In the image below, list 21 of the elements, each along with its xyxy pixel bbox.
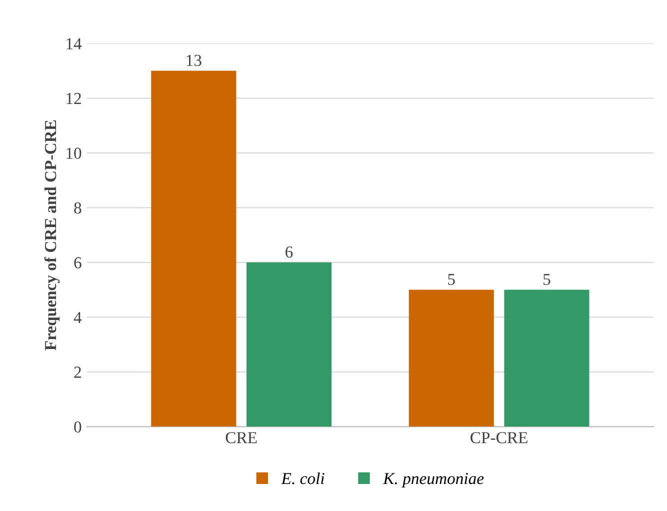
y-tick-label: 8: [74, 202, 82, 214]
data-label: 13: [186, 54, 202, 66]
bar: [504, 290, 590, 427]
legend-label: E. coli: [281, 472, 324, 484]
bar: [246, 262, 332, 427]
y-tick-label: 6: [74, 257, 82, 268]
y-axis-title: Frequency of CRE and CP-CRE: [44, 120, 60, 350]
x-tick-label: CRE: [226, 432, 257, 444]
y-tick-label: 4: [74, 312, 82, 323]
y-tick-label: 2: [74, 366, 81, 378]
y-tick-label: 14: [66, 38, 82, 50]
data-label: 5: [448, 274, 455, 286]
data-label: 6: [286, 246, 293, 258]
y-tick-label: 10: [66, 148, 82, 159]
bar: [151, 70, 236, 427]
x-tick-label: CP-CRE: [470, 432, 528, 444]
data-label: 5: [544, 274, 550, 286]
y-tick-label: 0: [74, 421, 82, 433]
bar: [408, 290, 494, 427]
legend-label: K. pneumoniae: [382, 472, 484, 488]
y-tick-label: 12: [66, 92, 81, 104]
